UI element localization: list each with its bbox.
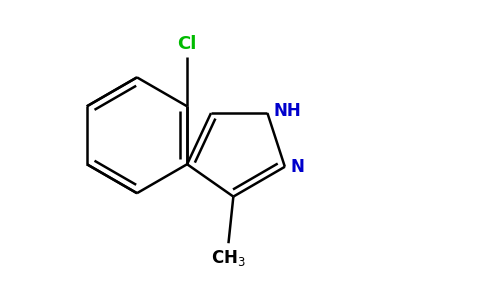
Text: CH$_3$: CH$_3$ <box>211 248 246 268</box>
Text: Cl: Cl <box>178 35 197 53</box>
Text: N: N <box>291 158 304 176</box>
Text: NH: NH <box>273 102 301 120</box>
